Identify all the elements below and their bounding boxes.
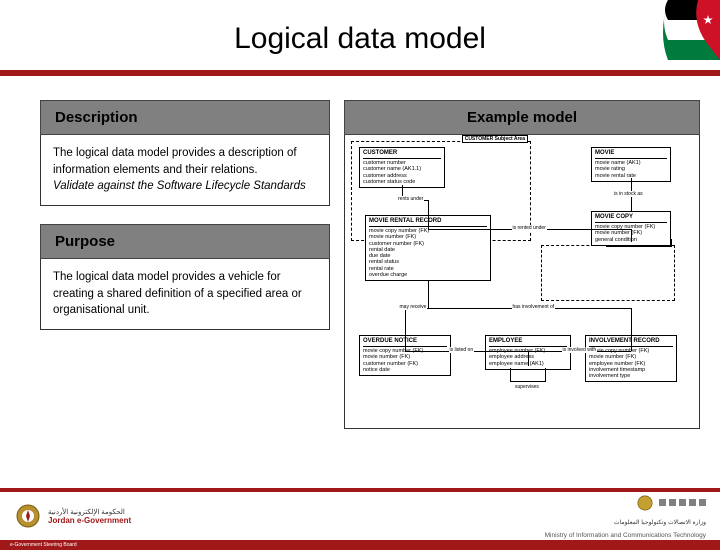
footer-logo-right: وزارة الاتصالات وتكنولوجيا المعلومات Min…	[545, 493, 706, 539]
footer-right-text: Ministry of Information and Communicatio…	[545, 532, 706, 539]
crest-icon	[14, 502, 42, 530]
edge-label: is involved with	[562, 347, 598, 353]
edge	[428, 200, 429, 215]
example-diagram: CUSTOMER Subject AreaEMPLOYEE Subject Ar…	[344, 135, 700, 429]
subject-area: EMPLOYEE Subject Area	[541, 245, 675, 301]
left-column: Description The logical data model provi…	[40, 100, 330, 429]
edge	[405, 308, 406, 335]
edge	[631, 229, 632, 243]
jordan-flag-corner	[650, 0, 720, 60]
description-body: The logical data model provides a descri…	[40, 135, 330, 206]
footer-strip: e-Government Steering Board	[0, 540, 720, 550]
edge	[428, 215, 429, 229]
entity-box: MOVIEmovie name (AK1)movie ratingmovie r…	[591, 147, 671, 182]
description-text: The logical data model provides a descri…	[53, 147, 297, 176]
edge	[631, 195, 632, 212]
edge-label: is in stock as	[613, 191, 644, 197]
edge	[510, 368, 546, 382]
edge-label: rents under	[397, 196, 424, 202]
footer-strip-text: e-Government Steering Board	[10, 542, 77, 548]
description-header: Description	[40, 100, 330, 135]
content-area: Description The logical data model provi…	[0, 76, 720, 437]
footer-left-text: Jordan e-Government	[48, 516, 131, 525]
edge-label: is listed on	[449, 347, 475, 353]
purpose-body: The logical data model provides a vehicl…	[40, 259, 330, 330]
description-section: Description The logical data model provi…	[40, 100, 330, 206]
purpose-section: Purpose The logical data model provides …	[40, 224, 330, 330]
footer-content: الحكومة الإلكترونية الأردنية Jordan e-Go…	[0, 492, 720, 540]
edge	[631, 335, 632, 351]
crest-icon-right	[635, 493, 655, 513]
edge-label: may receive	[399, 304, 428, 310]
description-italic: Validate against the Software Lifecycle …	[53, 180, 306, 192]
slide-title: Logical data model	[0, 0, 720, 70]
edge-label: supervises	[514, 384, 540, 390]
edge	[405, 335, 406, 351]
example-header: Example model	[344, 100, 700, 135]
edge	[528, 351, 529, 367]
edge-label: is rented under	[512, 225, 547, 231]
footer-logo-left: الحكومة الإلكترونية الأردنية Jordan e-Go…	[14, 502, 131, 530]
edge	[631, 308, 632, 335]
edge	[428, 281, 429, 308]
decorative-squares	[659, 499, 706, 506]
edge-label: has involvement of	[512, 304, 556, 310]
entity-box: CUSTOMERcustomer numbercustomer name (AK…	[359, 147, 445, 188]
footer: الحكومة الإلكترونية الأردنية Jordan e-Go…	[0, 488, 720, 540]
right-column: Example model CUSTOMER Subject AreaEMPLO…	[344, 100, 700, 429]
purpose-header: Purpose	[40, 224, 330, 259]
